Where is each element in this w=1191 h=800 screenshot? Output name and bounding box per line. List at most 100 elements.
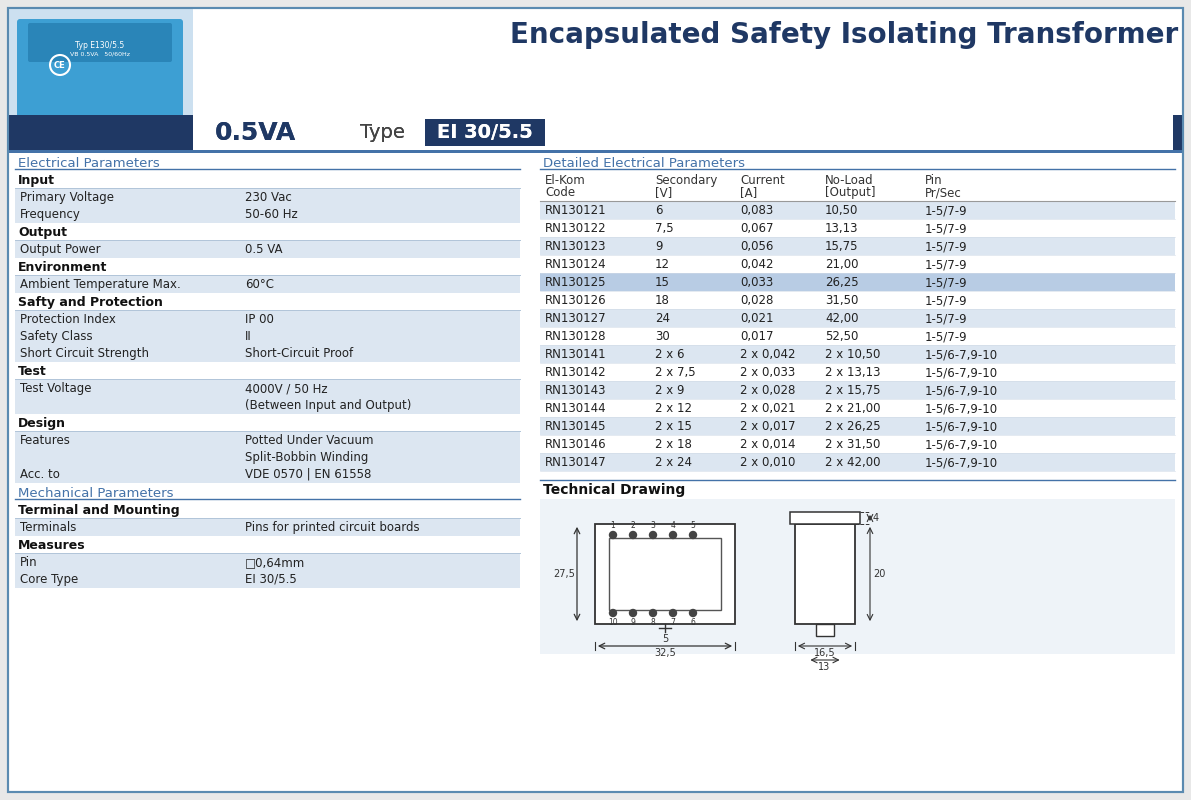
Circle shape bbox=[630, 610, 636, 617]
Bar bbox=[15, 206, 520, 223]
Text: 2 x 0,042: 2 x 0,042 bbox=[740, 348, 796, 361]
Text: 30: 30 bbox=[655, 330, 669, 343]
Text: 1-5/6-7,9-10: 1-5/6-7,9-10 bbox=[925, 348, 998, 361]
Text: Code: Code bbox=[545, 186, 575, 199]
Text: RN130145: RN130145 bbox=[545, 420, 606, 433]
Text: [Output]: [Output] bbox=[825, 186, 875, 199]
Text: RN130122: RN130122 bbox=[545, 222, 606, 235]
Text: 0.5VA: 0.5VA bbox=[216, 121, 297, 145]
Text: 6: 6 bbox=[655, 204, 662, 217]
Bar bbox=[540, 273, 1176, 291]
Text: 2 x 10,50: 2 x 10,50 bbox=[825, 348, 880, 361]
Bar bbox=[15, 466, 520, 483]
Text: 0,056: 0,056 bbox=[740, 240, 773, 253]
Text: RN130144: RN130144 bbox=[545, 402, 606, 415]
Text: 15: 15 bbox=[655, 276, 669, 289]
Text: Current: Current bbox=[740, 174, 785, 187]
Circle shape bbox=[630, 531, 636, 538]
Bar bbox=[8, 115, 1183, 150]
Text: VB 0.5VA   50/60Hz: VB 0.5VA 50/60Hz bbox=[70, 51, 130, 57]
Text: 7,5: 7,5 bbox=[655, 222, 674, 235]
Text: Frequency: Frequency bbox=[20, 208, 81, 221]
Text: Terminals: Terminals bbox=[20, 521, 76, 534]
Text: 2 x 15,75: 2 x 15,75 bbox=[825, 384, 880, 397]
Text: Output Power: Output Power bbox=[20, 243, 100, 256]
Bar bbox=[540, 381, 1176, 399]
Text: 2 x 0,017: 2 x 0,017 bbox=[740, 420, 796, 433]
Text: CE: CE bbox=[54, 61, 66, 70]
Text: 4000V / 50 Hz: 4000V / 50 Hz bbox=[245, 382, 328, 395]
Text: RN130121: RN130121 bbox=[545, 204, 606, 217]
Text: 60°C: 60°C bbox=[245, 278, 274, 291]
Text: 16,5: 16,5 bbox=[815, 648, 836, 658]
Text: Primary Voltage: Primary Voltage bbox=[20, 191, 114, 204]
Text: 24: 24 bbox=[655, 312, 671, 325]
Circle shape bbox=[690, 610, 697, 617]
Text: 2 x 42,00: 2 x 42,00 bbox=[825, 456, 880, 469]
Text: 2 x 0,010: 2 x 0,010 bbox=[740, 456, 796, 469]
Text: Detailed Electrical Parameters: Detailed Electrical Parameters bbox=[543, 157, 746, 170]
Text: 2 x 6: 2 x 6 bbox=[655, 348, 685, 361]
Text: 1-5/6-7,9-10: 1-5/6-7,9-10 bbox=[925, 366, 998, 379]
Text: 1-5/7-9: 1-5/7-9 bbox=[925, 294, 967, 307]
Text: Type: Type bbox=[360, 123, 405, 142]
Text: Ambient Temperature Max.: Ambient Temperature Max. bbox=[20, 278, 181, 291]
Text: 31,50: 31,50 bbox=[825, 294, 859, 307]
Bar bbox=[540, 309, 1176, 327]
Text: [A]: [A] bbox=[740, 186, 757, 199]
Text: 32,5: 32,5 bbox=[654, 648, 675, 658]
Text: 2 x 18: 2 x 18 bbox=[655, 438, 692, 451]
Text: 0,028: 0,028 bbox=[740, 294, 773, 307]
Text: 2 x 21,00: 2 x 21,00 bbox=[825, 402, 880, 415]
Text: 1-5/6-7,9-10: 1-5/6-7,9-10 bbox=[925, 402, 998, 415]
Bar bbox=[193, 115, 1173, 150]
Text: RN130127: RN130127 bbox=[545, 312, 606, 325]
Circle shape bbox=[669, 531, 676, 538]
Text: Short Circuit Strength: Short Circuit Strength bbox=[20, 347, 149, 360]
Text: 0,083: 0,083 bbox=[740, 204, 773, 217]
Bar bbox=[540, 399, 1176, 417]
Text: 230 Vac: 230 Vac bbox=[245, 191, 292, 204]
Text: 0,067: 0,067 bbox=[740, 222, 773, 235]
Text: Output: Output bbox=[18, 226, 67, 239]
Text: 7: 7 bbox=[671, 618, 675, 627]
Text: 0,021: 0,021 bbox=[740, 312, 773, 325]
Text: 2 x 12: 2 x 12 bbox=[655, 402, 692, 415]
Text: 27,5: 27,5 bbox=[553, 569, 575, 579]
Text: Safty and Protection: Safty and Protection bbox=[18, 296, 163, 309]
Text: 0,033: 0,033 bbox=[740, 276, 773, 289]
Bar bbox=[540, 453, 1176, 471]
Bar bbox=[540, 171, 1176, 201]
Text: RN130146: RN130146 bbox=[545, 438, 606, 451]
Text: 12: 12 bbox=[655, 258, 671, 271]
Text: RN130142: RN130142 bbox=[545, 366, 606, 379]
Text: 50-60 Hz: 50-60 Hz bbox=[245, 208, 298, 221]
Bar bbox=[540, 417, 1176, 435]
Text: 2 x 0,028: 2 x 0,028 bbox=[740, 384, 796, 397]
Bar bbox=[609, 538, 721, 610]
Text: RN130125: RN130125 bbox=[545, 276, 606, 289]
Text: 4: 4 bbox=[671, 521, 675, 530]
Text: RN130124: RN130124 bbox=[545, 258, 606, 271]
Bar bbox=[540, 499, 1176, 654]
Text: 20: 20 bbox=[873, 569, 885, 579]
Text: 2 x 0,021: 2 x 0,021 bbox=[740, 402, 796, 415]
Text: 21,00: 21,00 bbox=[825, 258, 859, 271]
Text: 2 x 0,014: 2 x 0,014 bbox=[740, 438, 796, 451]
Text: □0,64mm: □0,64mm bbox=[245, 556, 305, 569]
Bar bbox=[540, 291, 1176, 309]
Bar bbox=[15, 241, 520, 258]
Text: 1-5/6-7,9-10: 1-5/6-7,9-10 bbox=[925, 420, 998, 433]
Text: Protection Index: Protection Index bbox=[20, 313, 116, 326]
Text: RN130141: RN130141 bbox=[545, 348, 606, 361]
Bar bbox=[425, 119, 545, 146]
Text: (Between Input and Output): (Between Input and Output) bbox=[245, 399, 411, 412]
Text: 0,017: 0,017 bbox=[740, 330, 773, 343]
Text: 1-5/7-9: 1-5/7-9 bbox=[925, 312, 967, 325]
Bar bbox=[15, 380, 520, 414]
Text: RN130143: RN130143 bbox=[545, 384, 606, 397]
FancyBboxPatch shape bbox=[17, 19, 183, 143]
Text: Input: Input bbox=[18, 174, 55, 187]
Text: 5: 5 bbox=[691, 521, 696, 530]
Text: 2 x 0,033: 2 x 0,033 bbox=[740, 366, 796, 379]
